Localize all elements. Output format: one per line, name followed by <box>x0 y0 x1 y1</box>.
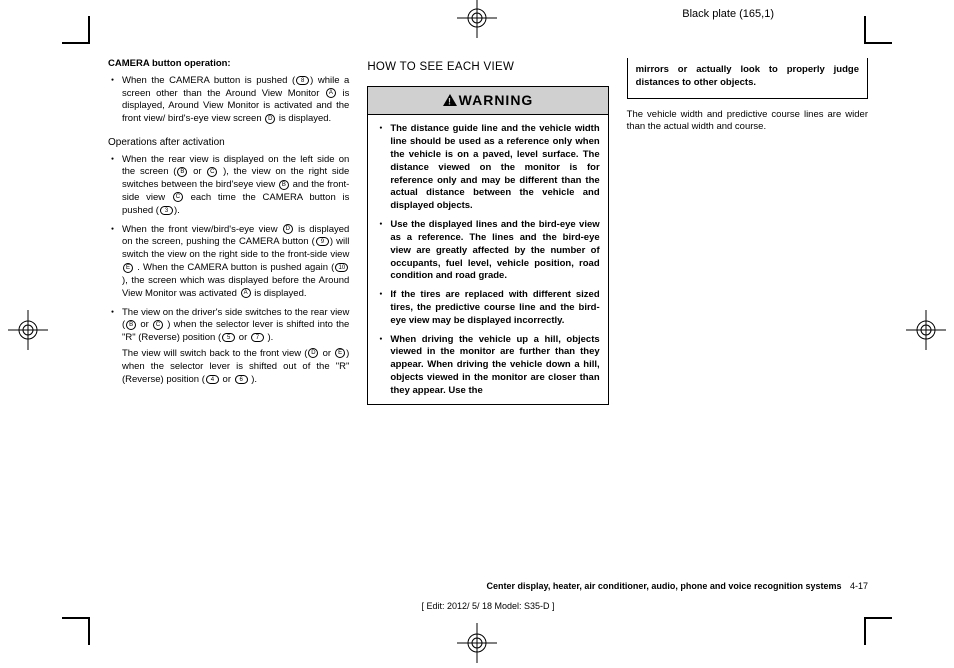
ref-6: 6 <box>235 375 248 384</box>
ref-A: A <box>326 88 336 98</box>
ops-after-heading: Operations after activation <box>108 136 349 150</box>
ref-C: C <box>207 167 217 177</box>
ref-B: B <box>279 180 289 190</box>
crop-mark <box>864 617 892 619</box>
registration-mark-bottom <box>457 623 497 663</box>
col1-item-1: When the CAMERA button is pushed (8) whi… <box>108 75 349 126</box>
ref-7: 7 <box>251 333 264 342</box>
warning-item: Use the displayed lines and the bird-eye… <box>376 219 599 283</box>
col1-item-3: When the front view/bird's-eye view D is… <box>108 224 349 301</box>
svg-text:!: ! <box>448 96 452 106</box>
ref-10: 10 <box>335 263 348 272</box>
registration-mark-top <box>457 0 497 38</box>
ref-C: C <box>153 320 163 330</box>
crop-mark <box>62 617 90 619</box>
column-3: mirrors or actually look to properly jud… <box>627 58 868 588</box>
registration-mark-left <box>8 310 48 350</box>
section-title: Center display, heater, air conditioner,… <box>487 581 842 591</box>
ref-5: 5 <box>222 333 235 342</box>
registration-mark-right <box>906 310 946 350</box>
warning-box: !WARNING The distance guide line and the… <box>367 86 608 405</box>
ref-D: D <box>308 348 318 358</box>
crop-mark <box>88 16 90 44</box>
crop-mark <box>88 617 90 645</box>
warning-header: !WARNING <box>368 87 607 116</box>
col3-paragraph: The vehicle width and predictive course … <box>627 109 868 135</box>
ref-B: B <box>177 167 187 177</box>
ref-C: C <box>173 192 183 202</box>
page-content: CAMERA button operation: When the CAMERA… <box>108 58 868 613</box>
column-1: CAMERA button operation: When the CAMERA… <box>108 58 349 588</box>
ref-B: B <box>126 320 136 330</box>
warning-item: If the tires are replaced with different… <box>376 289 599 327</box>
crop-mark <box>62 42 90 44</box>
warning-icon: ! <box>443 92 457 111</box>
warning-continuation: mirrors or actually look to properly jud… <box>627 58 868 99</box>
ref-4: 4 <box>206 375 219 384</box>
plate-label: Black plate (165,1) <box>682 8 774 20</box>
col1-item-4: The view on the driver's side switches t… <box>108 307 349 387</box>
ref-E: E <box>335 348 345 358</box>
ref-8: 8 <box>296 76 309 85</box>
ref-E: E <box>123 263 133 273</box>
page-number: 4-17 <box>850 581 868 591</box>
column-2: HOW TO SEE EACH VIEW !WARNING The distan… <box>367 58 608 588</box>
ref-3: 3 <box>160 206 173 215</box>
ref-D: D <box>283 224 293 234</box>
edit-info: [ Edit: 2012/ 5/ 18 Model: S35-D ] <box>421 601 554 611</box>
ref-A: A <box>241 288 251 298</box>
camera-op-heading: CAMERA button operation: <box>108 58 349 71</box>
footer: Center display, heater, air conditioner,… <box>108 581 868 591</box>
crop-mark <box>864 617 866 645</box>
warning-item: The distance guide line and the vehicle … <box>376 123 599 213</box>
crop-mark <box>864 16 866 44</box>
warning-item: When driving the vehicle up a hill, obje… <box>376 334 599 398</box>
crop-mark <box>864 42 892 44</box>
how-to-see-heading: HOW TO SEE EACH VIEW <box>367 60 608 76</box>
ref-D: D <box>265 114 275 124</box>
col1-item-2: When the rear view is displayed on the l… <box>108 154 349 218</box>
ref-9: 9 <box>316 237 329 246</box>
